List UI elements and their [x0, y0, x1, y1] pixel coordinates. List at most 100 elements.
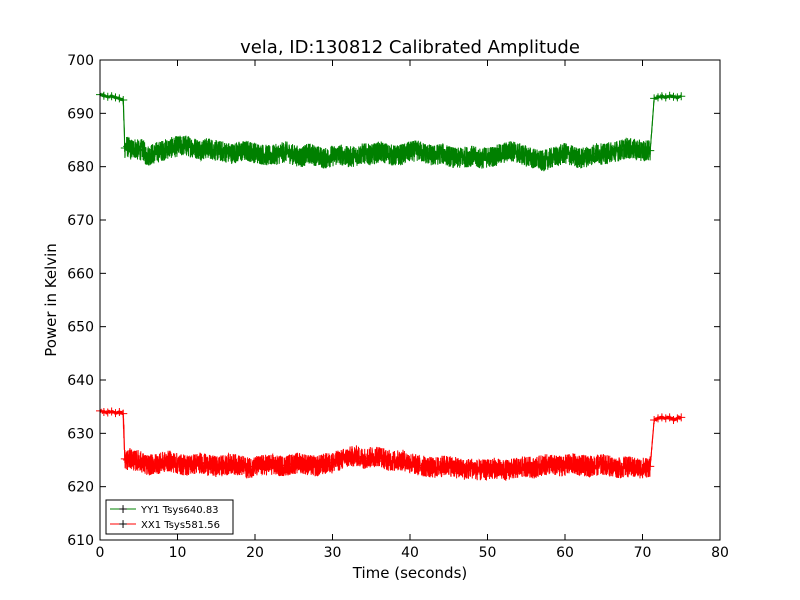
data-point-marker [665, 91, 674, 100]
y-tick-label: 660 [67, 266, 94, 282]
x-tick-label: 60 [556, 545, 574, 561]
data-point-marker [367, 453, 376, 462]
data-point-marker [111, 93, 120, 102]
data-point-marker [99, 408, 108, 416]
data-point-marker [227, 149, 236, 158]
data-point-marker [111, 409, 120, 418]
data-point-marker [266, 460, 275, 469]
data-point-marker [351, 451, 360, 460]
data-point-marker [289, 150, 298, 159]
data-point-marker [235, 147, 244, 156]
data-point-marker [530, 154, 538, 163]
data-point-marker [592, 149, 600, 158]
data-point-marker [421, 462, 430, 471]
data-point-marker [375, 147, 383, 156]
data-point-marker [406, 147, 414, 156]
data-point-marker [599, 150, 608, 159]
data-point-marker [313, 152, 321, 160]
data-point-marker [103, 408, 112, 417]
data-point-marker [638, 464, 647, 472]
data-point-marker [181, 141, 190, 150]
legend-box [105, 499, 234, 535]
y-tick-label: 700 [67, 53, 94, 69]
data-point-marker [150, 460, 159, 469]
data-point-marker [677, 92, 686, 101]
data-point-marker [429, 152, 438, 160]
data-point-marker [475, 154, 484, 163]
data-point-marker [669, 92, 678, 101]
y-axis: 610 620 630 640 650 660 670 680 690 700 [67, 53, 720, 549]
data-point-marker [251, 462, 259, 471]
data-point-marker [650, 416, 659, 424]
x-tick-label: 70 [634, 545, 652, 561]
data-point-marker [437, 149, 445, 158]
data-point-marker [220, 461, 228, 470]
data-point-marker [212, 462, 221, 471]
data-point-marker [165, 144, 174, 152]
data-point-marker [584, 462, 593, 471]
data-point-marker [669, 416, 678, 424]
data-point-marker [638, 146, 647, 155]
data-point-marker [297, 458, 306, 467]
data-point-marker [173, 142, 182, 151]
data-point-marker [646, 146, 655, 155]
data-point-marker [398, 456, 407, 464]
data-point-marker [499, 466, 507, 475]
data-point-marker [243, 464, 252, 472]
data-point-marker [390, 152, 399, 160]
data-point-marker [123, 456, 132, 464]
data-point-marker [134, 146, 143, 155]
data-point-marker [320, 459, 329, 468]
data-point-marker [615, 146, 624, 155]
legend-marker: + [118, 517, 128, 531]
data-point-marker [483, 465, 492, 474]
data-point-marker [243, 146, 252, 155]
y-tick-label: 630 [67, 426, 94, 442]
data-point-marker [599, 460, 608, 469]
data-point-marker [630, 145, 639, 154]
data-point-marker [561, 461, 569, 470]
y-tick-label: 680 [67, 160, 94, 176]
data-point-marker [413, 461, 422, 470]
data-point-marker [313, 462, 321, 471]
data-point-marker [460, 153, 469, 162]
data-point-marker [530, 464, 538, 472]
data-point-marker [282, 461, 290, 470]
x-tick-label: 80 [711, 545, 729, 561]
data-point-marker [506, 146, 515, 155]
data-point-marker [673, 414, 682, 423]
data-point-marker [537, 461, 546, 470]
data-point-marker [444, 461, 453, 470]
data-point-marker [661, 414, 670, 423]
x-tick-label: 10 [169, 545, 187, 561]
data-point-marker [344, 153, 352, 162]
data-point-marker [274, 149, 283, 158]
data-point-marker [189, 460, 197, 469]
data-point-marker [165, 457, 174, 466]
y-axis-label: Power in Kelvin [42, 243, 60, 357]
data-point-marker [142, 152, 151, 160]
data-point-marker [266, 152, 275, 160]
data-point-marker [138, 145, 147, 154]
data-point-marker [460, 465, 469, 474]
y-tick-label: 610 [67, 533, 94, 549]
data-point-marker [130, 457, 139, 466]
data-point-marker [220, 147, 228, 156]
data-point-marker [654, 93, 662, 102]
data-point-marker [661, 93, 670, 102]
data-point-marker [204, 461, 213, 470]
data-point-marker [514, 464, 523, 472]
y-tick-label: 620 [67, 480, 94, 496]
data-point-marker [657, 92, 666, 101]
data-point-marker [413, 146, 422, 155]
data-point-marker [646, 462, 655, 471]
x-tick-label: 50 [479, 545, 497, 561]
x-tick-label: 40 [401, 545, 419, 561]
legend-label: YY1 Tsys640.83 [140, 505, 219, 516]
series-noise-trace [99, 408, 682, 482]
y-tick-label: 670 [67, 213, 94, 229]
data-point-marker [212, 146, 221, 155]
data-point-marker [398, 150, 407, 159]
data-point-marker [382, 456, 391, 464]
